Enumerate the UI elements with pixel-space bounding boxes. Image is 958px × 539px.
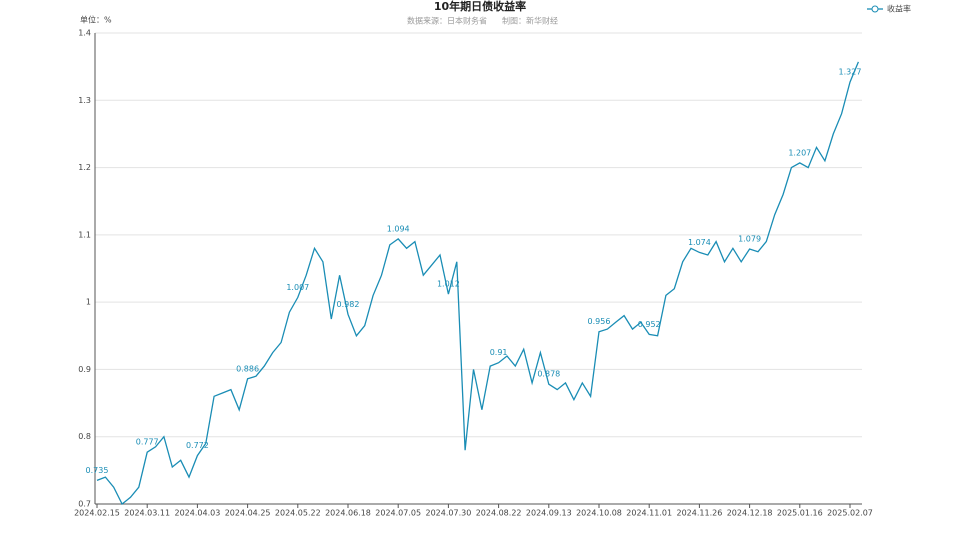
x-tick-label: 2024.09.13 xyxy=(526,509,572,518)
data-label: 0.982 xyxy=(337,300,360,309)
x-tick-label: 2024.07.05 xyxy=(375,509,421,518)
x-tick-label: 2024.02.15 xyxy=(74,509,120,518)
legend-label: 收益率 xyxy=(887,4,911,14)
data-label: 0.735 xyxy=(86,466,109,475)
data-label: 1.207 xyxy=(788,148,811,157)
x-tick-label: 2025.02.07 xyxy=(827,509,873,518)
data-label: 0.952 xyxy=(638,320,661,329)
y-tick-label: 1 xyxy=(86,298,91,307)
x-tick-label: 2024.03.11 xyxy=(124,509,170,518)
chart-title: 10年期日债收益率 xyxy=(434,0,526,13)
data-label: 0.772 xyxy=(186,441,209,450)
source: 数据来源：日本财务省 xyxy=(407,16,487,26)
y-tick-label: 0.7 xyxy=(78,500,91,509)
x-tick-label: 2024.06.18 xyxy=(325,509,371,518)
data-label: 1.094 xyxy=(387,224,410,233)
x-tick-label: 2024.07.30 xyxy=(425,509,471,518)
y-tick-label: 1.1 xyxy=(78,230,91,239)
x-tick-label: 2025.01.16 xyxy=(777,509,823,518)
data-label: 0.956 xyxy=(588,317,611,326)
x-tick-label: 2024.10.08 xyxy=(576,509,622,518)
credit: 制图：新华财经 xyxy=(502,16,558,26)
y-tick-label: 0.8 xyxy=(78,432,91,441)
data-label: 0.886 xyxy=(236,364,259,373)
data-label: 1.079 xyxy=(738,234,761,243)
data-label: 0.878 xyxy=(537,370,560,379)
y-tick-label: 0.9 xyxy=(78,365,91,374)
data-label: 1.007 xyxy=(286,283,309,292)
x-tick-label: 2024.11.01 xyxy=(626,509,672,518)
data-label: 0.91 xyxy=(490,348,508,357)
y-tick-label: 1.2 xyxy=(78,163,91,172)
data-label: 1.074 xyxy=(688,238,711,247)
x-tick-label: 2024.08.22 xyxy=(476,509,522,518)
data-label: 1.327 xyxy=(839,68,862,77)
unit-label: 单位：% xyxy=(80,15,112,25)
x-tick-label: 2024.05.22 xyxy=(275,509,321,518)
y-tick-label: 1.3 xyxy=(78,96,91,105)
data-label: 1.012 xyxy=(437,280,460,289)
y-tick-label: 1.4 xyxy=(78,29,91,38)
data-label: 0.777 xyxy=(136,438,159,447)
series-line xyxy=(96,61,860,506)
x-tick-label: 2024.11.26 xyxy=(676,509,722,518)
legend-marker xyxy=(871,5,879,13)
x-tick-label: 2024.04.03 xyxy=(174,509,220,518)
x-tick-label: 2024.04.25 xyxy=(225,509,271,518)
x-tick-label: 2024.12.18 xyxy=(727,509,773,518)
